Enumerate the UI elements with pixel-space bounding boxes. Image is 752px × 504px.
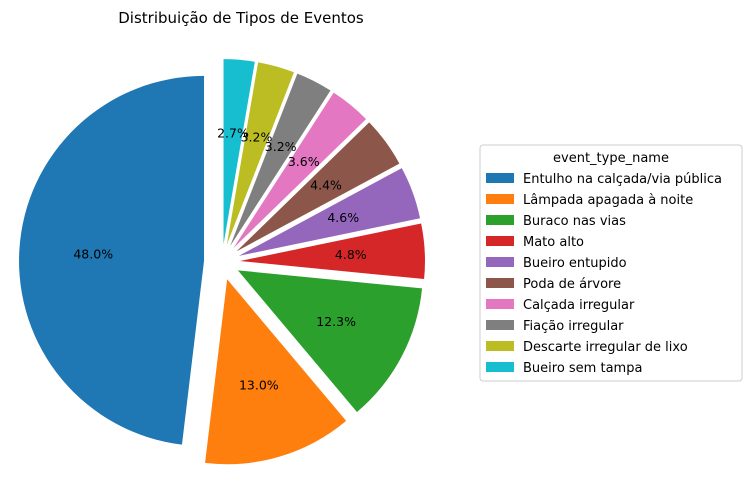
pct-label-2: 13.0% [239, 378, 279, 393]
pct-label-7: 3.6% [288, 154, 320, 169]
pie-slice-10 [223, 59, 255, 245]
pie-slices [19, 59, 425, 465]
legend-swatch-3 [486, 215, 514, 225]
pct-label-3: 12.3% [316, 314, 356, 329]
legend-swatch-6 [486, 278, 514, 288]
pie-slice-7 [233, 92, 367, 249]
pct-label-5: 4.6% [327, 210, 359, 225]
pie-slice-5 [238, 168, 421, 256]
pie-slice-3 [237, 270, 423, 413]
legend-label-10: Bueiro sem tampa [523, 361, 642, 376]
pct-label-10: 2.7% [217, 125, 249, 140]
legend-items: Entulho na calçada/via pública Lâmpada ap… [486, 172, 722, 376]
pie-slice-8 [230, 73, 331, 246]
legend-swatch-9 [486, 341, 514, 351]
legend-label-2: Lâmpada apagada à noite [523, 193, 693, 208]
percentage-labels: 48.0%13.0%12.3%4.8%4.6%4.4%3.6%3.2%3.2%2… [73, 125, 366, 392]
pie-slice-1 [19, 75, 205, 445]
legend-label-4: Mato alto [523, 235, 584, 250]
legend-swatch-2 [486, 194, 514, 204]
legend: event_type_name Entulho na calçada/via p… [479, 144, 743, 382]
legend-label-7: Calçada irregular [523, 298, 635, 313]
pct-label-1: 48.0% [73, 246, 113, 261]
legend-title: event_type_name [553, 151, 669, 166]
legend-swatch-7 [486, 299, 514, 309]
pct-label-8: 3.2% [265, 139, 297, 154]
legend-frame [479, 144, 743, 382]
legend-label-6: Poda de árvore [523, 277, 621, 292]
legend-label-3: Buraco nas vias [523, 214, 626, 229]
legend-swatch-4 [486, 236, 514, 246]
legend-label-1: Entulho na calçada/via pública [523, 172, 722, 187]
pie-slice-2 [205, 279, 347, 465]
legend-swatch-10 [486, 362, 514, 372]
pct-label-4: 4.8% [335, 247, 367, 262]
legend-label-8: Fiação irregular [523, 319, 624, 334]
legend-swatch-8 [486, 320, 514, 330]
pct-label-6: 4.4% [310, 178, 342, 193]
legend-label-5: Bueiro entupido [523, 256, 627, 271]
legend-swatch-1 [486, 173, 514, 183]
legend-swatch-5 [486, 257, 514, 267]
pie-slice-6 [236, 122, 400, 252]
pie-slice-9 [226, 62, 294, 245]
legend-label-9: Descarte irregular de lixo [523, 340, 688, 355]
pct-label-9: 3.2% [241, 130, 273, 145]
chart-title: Distribuição de Tipos de Eventos [118, 9, 364, 27]
pie-slice-4 [239, 223, 425, 280]
